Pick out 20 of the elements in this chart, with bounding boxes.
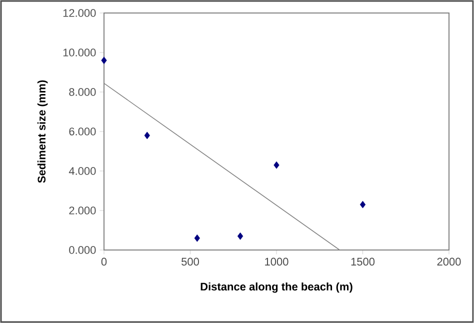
- y-tick-label: 10.000: [63, 48, 96, 56]
- point: [360, 200, 366, 208]
- x-tick-label: 1000: [265, 258, 288, 266]
- x-tick-label: 1500: [351, 258, 375, 266]
- point: [194, 234, 200, 242]
- point: [237, 232, 244, 240]
- y-tick-label: 2.000: [69, 206, 96, 214]
- x-tick-label: 0: [101, 258, 107, 266]
- y-tick-label: 6.000: [69, 128, 96, 136]
- point: [101, 56, 107, 64]
- point: [144, 132, 150, 140]
- x-axis-title: Distance along the beach (m): [200, 282, 352, 293]
- y-tick-label: 12.000: [63, 9, 96, 17]
- y-tick-label: 0.000: [69, 246, 96, 254]
- x-tick-label: 500: [182, 258, 199, 266]
- y-tick-label: 4.000: [68, 167, 96, 175]
- y-axis-title: Sediment size (mm): [37, 80, 48, 183]
- point: [274, 161, 280, 169]
- x-tick-label: 2000: [437, 258, 461, 266]
- y-tick-label: 8.000: [69, 88, 96, 96]
